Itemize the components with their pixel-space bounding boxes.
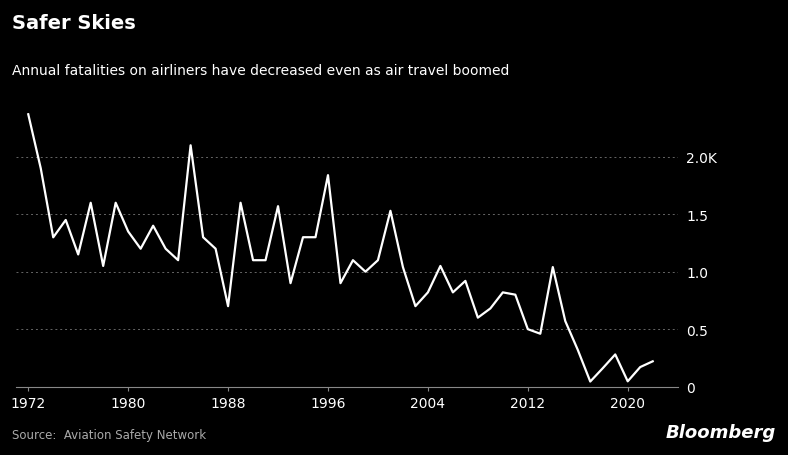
Text: Source:  Aviation Safety Network: Source: Aviation Safety Network: [12, 428, 206, 441]
Text: Bloomberg: Bloomberg: [666, 424, 776, 441]
Text: Annual fatalities on airliners have decreased even as air travel boomed: Annual fatalities on airliners have decr…: [12, 64, 509, 78]
Text: Safer Skies: Safer Skies: [12, 14, 136, 33]
